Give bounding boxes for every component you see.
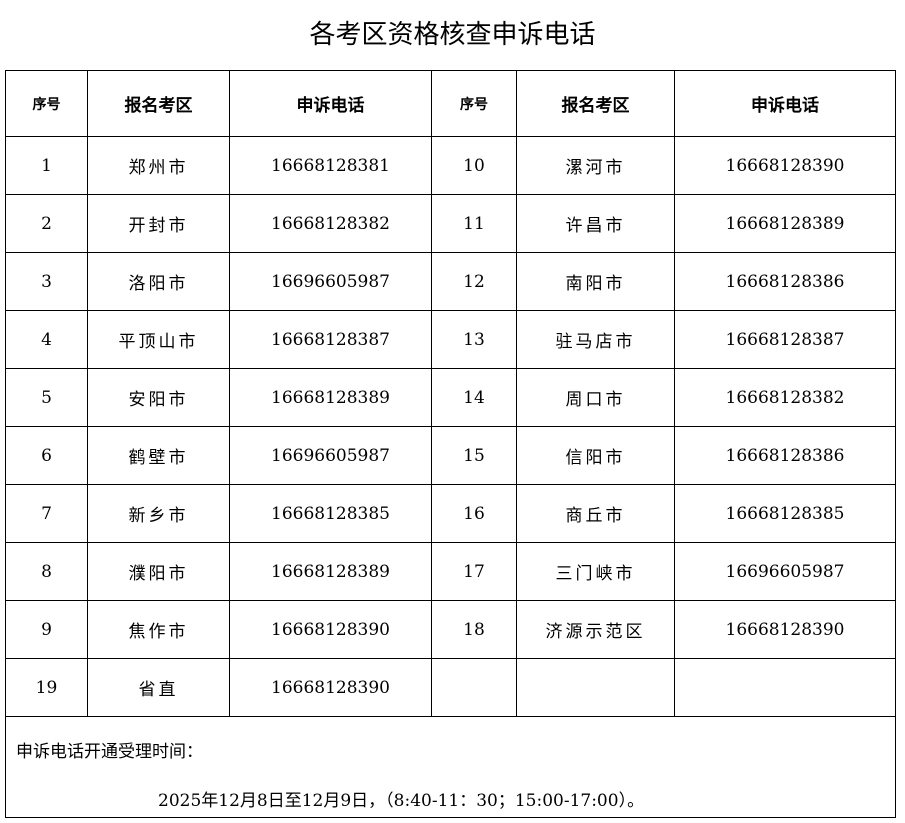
cell-area: 洛阳市 [87, 252, 230, 311]
cell-phone: 16696605987 [229, 252, 432, 311]
cell-no: 14 [431, 368, 517, 427]
table-row: 9 焦作市 16668128390 18 济源示范区 16668128390 [5, 600, 896, 659]
cell-phone [674, 658, 896, 717]
cell-no: 19 [5, 658, 88, 717]
cell-phone: 16668128390 [674, 136, 896, 195]
footer-note: 申诉电话开通受理时间： 2025年12月8日至12月9日，（8:40-11：30… [5, 716, 896, 818]
table-row: 4 平顶山市 16668128387 13 驻马店市 16668128387 [5, 310, 896, 369]
cell-area: 平顶山市 [87, 310, 230, 369]
cell-area: 商丘市 [516, 484, 675, 543]
cell-area: 南阳市 [516, 252, 675, 311]
table-row: 8 濮阳市 16668128389 17 三门峡市 16696605987 [5, 542, 896, 601]
cell-area [516, 658, 675, 717]
cell-no: 10 [431, 136, 517, 195]
header-phone: 申诉电话 [674, 70, 896, 137]
header-area: 报名考区 [87, 70, 230, 137]
cell-no: 4 [5, 310, 88, 369]
cell-area: 信阳市 [516, 426, 675, 485]
cell-area: 省直 [87, 658, 230, 717]
cell-phone: 16696605987 [229, 426, 432, 485]
footer-row: 申诉电话开通受理时间： 2025年12月8日至12月9日，（8:40-11：30… [5, 716, 896, 818]
footer-time: 2025年12月8日至12月9日，（8:40-11：30；15:00-17:00… [158, 791, 645, 811]
cell-phone: 16668128381 [229, 136, 432, 195]
cell-phone: 16668128385 [229, 484, 432, 543]
table-row: 5 安阳市 16668128389 14 周口市 16668128382 [5, 368, 896, 427]
cell-no: 6 [5, 426, 88, 485]
cell-area: 焦作市 [87, 600, 230, 659]
cell-no: 1 [5, 136, 88, 195]
cell-phone: 16668128382 [229, 194, 432, 253]
table-row: 2 开封市 16668128382 11 许昌市 16668128389 [5, 194, 896, 253]
cell-phone: 16668128386 [674, 252, 896, 311]
cell-phone: 16668128389 [674, 194, 896, 253]
cell-area: 郑州市 [87, 136, 230, 195]
cell-phone: 16668128386 [674, 426, 896, 485]
cell-area: 驻马店市 [516, 310, 675, 369]
header-area: 报名考区 [516, 70, 675, 137]
cell-phone: 16696605987 [674, 542, 896, 601]
cell-area: 许昌市 [516, 194, 675, 253]
table-row: 6 鹤壁市 16696605987 15 信阳市 16668128386 [5, 426, 896, 485]
table-header-row: 序号 报名考区 申诉电话 序号 报名考区 申诉电话 [5, 70, 896, 137]
table-row: 19 省直 16668128390 [5, 658, 896, 717]
header-phone: 申诉电话 [229, 70, 432, 137]
cell-no: 17 [431, 542, 517, 601]
cell-no: 13 [431, 310, 517, 369]
cell-no: 3 [5, 252, 88, 311]
cell-area: 周口市 [516, 368, 675, 427]
cell-area: 安阳市 [87, 368, 230, 427]
cell-no: 8 [5, 542, 88, 601]
cell-no: 15 [431, 426, 517, 485]
cell-phone: 16668128382 [674, 368, 896, 427]
cell-phone: 16668128385 [674, 484, 896, 543]
page-title: 各考区资格核查申诉电话 [309, 20, 596, 50]
cell-phone: 16668128387 [229, 310, 432, 369]
cell-no: 7 [5, 484, 88, 543]
cell-area: 新乡市 [87, 484, 230, 543]
cell-no: 11 [431, 194, 517, 253]
cell-phone: 16668128389 [229, 368, 432, 427]
header-no: 序号 [5, 70, 88, 137]
cell-area: 鹤壁市 [87, 426, 230, 485]
cell-area: 济源示范区 [516, 600, 675, 659]
table-row: 3 洛阳市 16696605987 12 南阳市 16668128386 [5, 252, 896, 311]
cell-no [431, 658, 517, 717]
cell-no: 9 [5, 600, 88, 659]
cell-no: 18 [431, 600, 517, 659]
cell-no: 16 [431, 484, 517, 543]
cell-phone: 16668128389 [229, 542, 432, 601]
cell-phone: 16668128387 [674, 310, 896, 369]
footer-label: 申诉电话开通受理时间： [16, 742, 203, 762]
cell-area: 开封市 [87, 194, 230, 253]
table-row: 7 新乡市 16668128385 16 商丘市 16668128385 [5, 484, 896, 543]
table-row: 1 郑州市 16668128381 10 漯河市 16668128390 [5, 136, 896, 195]
cell-area: 濮阳市 [87, 542, 230, 601]
cell-phone: 16668128390 [229, 600, 432, 659]
cell-phone: 16668128390 [674, 600, 896, 659]
cell-phone: 16668128390 [229, 658, 432, 717]
cell-no: 12 [431, 252, 517, 311]
cell-area: 漯河市 [516, 136, 675, 195]
cell-no: 2 [5, 194, 88, 253]
appeal-phone-table: 序号 报名考区 申诉电话 序号 报名考区 申诉电话 1 郑州市 1666812838… [5, 70, 896, 818]
header-no: 序号 [431, 70, 517, 137]
cell-no: 5 [5, 368, 88, 427]
cell-area: 三门峡市 [516, 542, 675, 601]
